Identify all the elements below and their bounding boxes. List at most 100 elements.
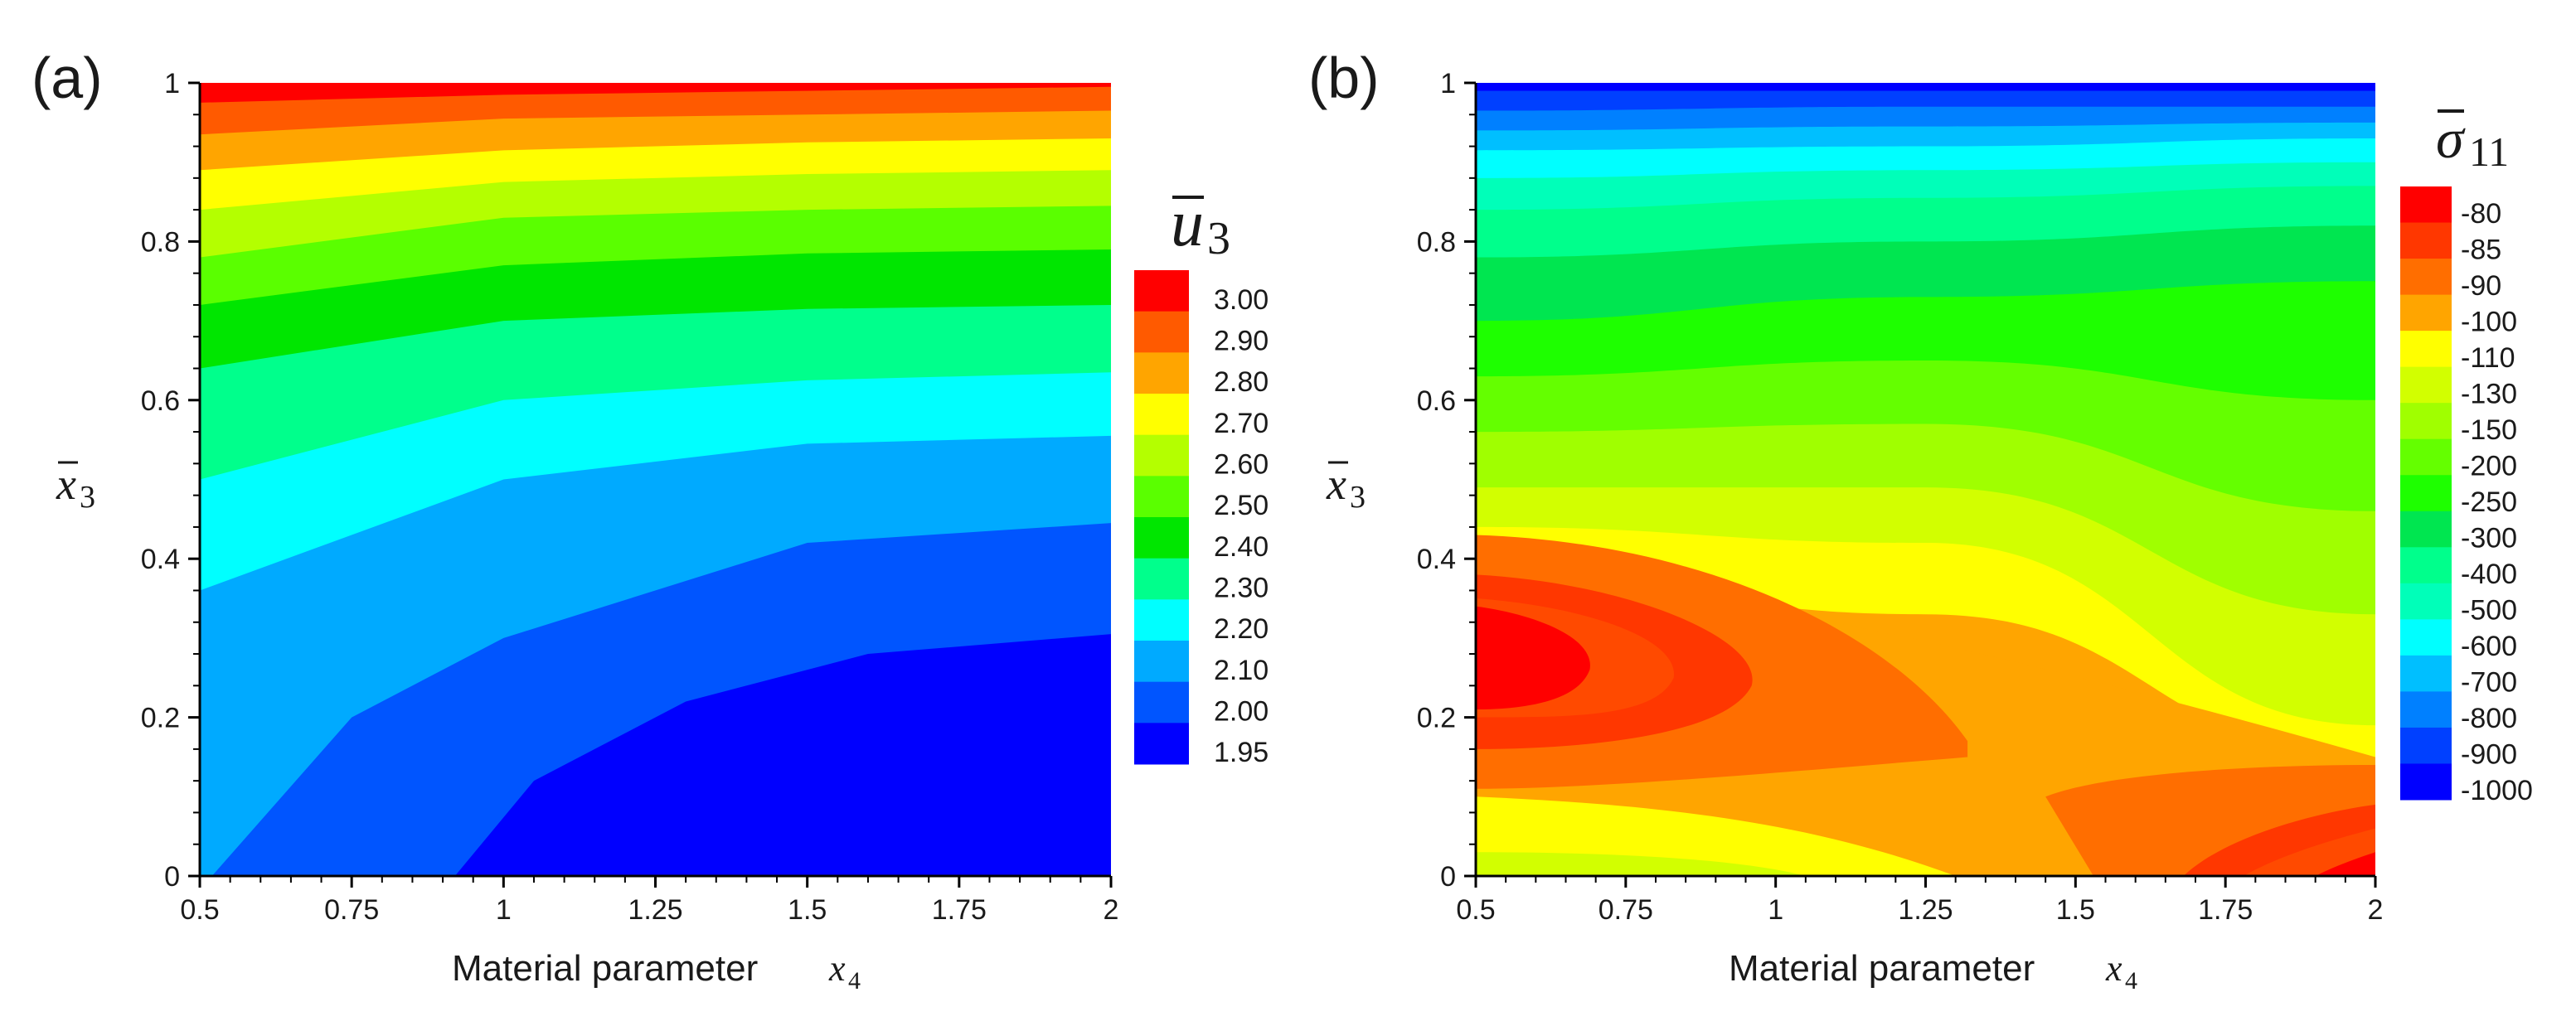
colorbar-label-b-7: -200	[2461, 450, 2517, 482]
axes-b: 0.5 0.75 1 1.25 1.5 1.75 2 0 0.2 0.4 0.6 0.8 1	[1417, 68, 2384, 926]
colorbar-swatch-b-8	[2400, 475, 2452, 512]
colorbar-swatch-a-9	[1134, 641, 1189, 683]
x-axis-title-var-a: x	[828, 948, 846, 989]
y-tick-label-b-4: 0.8	[1417, 226, 1456, 258]
colorbar-label-b-3: -100	[2461, 306, 2517, 337]
colorbar-label-b-5: -130	[2461, 378, 2517, 409]
colorbar-label-a-3: 2.70	[1214, 408, 1269, 439]
colorbar-label-a-1: 2.90	[1214, 326, 1269, 357]
x-tick-label-a-2: 1	[496, 894, 512, 926]
panel-a: (a) 0.5 0.75 1 1.25 1.5 1.75 2 0 0.2 0.4 0.6 0.8 1 x…	[32, 46, 1269, 995]
colorbar-label-b-11: -500	[2461, 595, 2517, 627]
y-tick-label-a-5: 1	[164, 68, 180, 99]
colorbar-label-b-0: -80	[2461, 198, 2501, 230]
y-tick-label-a-2: 0.4	[141, 544, 180, 575]
colorbar-title-b: σ 11	[2436, 107, 2509, 175]
y-axis-label-a: x 3	[56, 459, 95, 515]
y-axis-var-a: x	[56, 459, 76, 509]
colorbar-swatch-b-16	[2400, 763, 2452, 801]
contour-plot-a	[200, 83, 1111, 876]
y-tick-label-b-2: 0.4	[1417, 544, 1456, 575]
colorbar-swatch-a-10	[1134, 681, 1189, 724]
colorbar-swatch-b-13	[2400, 655, 2452, 692]
colorbar-swatch-b-5	[2400, 366, 2452, 404]
colorbar-title-sub-a: 3	[1207, 213, 1230, 264]
colorbar-swatch-a-0	[1134, 270, 1189, 312]
colorbar-label-b-13: -700	[2461, 667, 2517, 699]
colorbar-swatch-b-6	[2400, 403, 2452, 440]
y-tick-label-a-1: 0.2	[141, 703, 180, 734]
x-tick-label-a-0: 0.5	[180, 894, 219, 926]
colorbar-title-var-a: u	[1171, 187, 1204, 260]
colorbar-label-a-7: 2.30	[1214, 573, 1269, 604]
colorbar-label-a-8: 2.20	[1214, 613, 1269, 645]
panel-b: (b) 0.5 0.75 1 1.25 1.5 1.75 2 0 0.2 0.4 0.6 0.8 1 x…	[1308, 46, 2533, 995]
contour-plot-b	[1476, 83, 2375, 876]
x-axis-title-text-b: Material parameter	[1729, 948, 2035, 989]
colorbar-a: 3.00 2.90 2.80 2.70 2.60 2.50 2.40 2.30 2.20 2.10…	[1134, 270, 1269, 768]
x-axis-title-sub-b: 4	[2125, 967, 2137, 995]
colorbar-swatch-b-1	[2400, 222, 2452, 259]
colorbar-label-a-10: 2.00	[1214, 696, 1269, 728]
x-axis-title-var-b: x	[2105, 948, 2122, 989]
x-tick-label-b-3: 1.25	[1898, 894, 1953, 926]
axes-a: 0.5 0.75 1 1.25 1.5 1.75 2 0 0.2 0.4 0.6 0.8 1	[141, 68, 1119, 926]
colorbar-swatch-b-11	[2400, 583, 2452, 620]
contour-band-b-green-bottom	[1476, 852, 1806, 876]
colorbar-label-a-0: 3.00	[1214, 284, 1269, 316]
x-tick-label-a-5: 1.75	[932, 894, 987, 926]
colorbar-label-b-12: -600	[2461, 631, 2517, 662]
colorbar-swatch-a-1	[1134, 311, 1189, 353]
y-axis-sub-b: 3	[1350, 480, 1366, 515]
colorbar-label-a-6: 2.40	[1214, 531, 1269, 563]
colorbar-label-b-2: -90	[2461, 270, 2501, 302]
y-tick-label-b-0: 0	[1440, 861, 1456, 893]
colorbar-swatch-a-8	[1134, 599, 1189, 641]
colorbar-swatch-b-3	[2400, 294, 2452, 332]
colorbar-label-a-5: 2.50	[1214, 490, 1269, 521]
x-tick-label-b-4: 1.5	[2056, 894, 2095, 926]
colorbar-label-b-1: -85	[2461, 234, 2501, 265]
colorbar-label-b-15: -900	[2461, 739, 2517, 771]
x-axis-title-text-a: Material parameter	[452, 948, 758, 989]
colorbar-title-sub-b: 11	[2469, 128, 2509, 175]
y-tick-label-a-0: 0	[164, 861, 180, 893]
colorbar-swatch-b-0	[2400, 186, 2452, 224]
x-tick-label-a-6: 2	[1104, 894, 1119, 926]
colorbar-label-b-9: -300	[2461, 523, 2517, 554]
colorbar-swatch-a-7	[1134, 558, 1189, 600]
colorbar-swatch-b-10	[2400, 547, 2452, 584]
y-axis-label-b: x 3	[1326, 459, 1366, 515]
colorbar-label-b-6: -150	[2461, 414, 2517, 446]
y-tick-label-b-5: 1	[1440, 68, 1456, 99]
colorbar-title-a: u 3	[1171, 187, 1230, 264]
colorbar-label-a-4: 2.60	[1214, 449, 1269, 481]
contour-band-b-red-right	[2315, 852, 2375, 876]
x-tick-label-b-5: 1.75	[2198, 894, 2253, 926]
y-tick-label-a-3: 0.6	[141, 385, 180, 417]
colorbar-label-b-4: -110	[2461, 342, 2515, 374]
contour-band-b-red-left	[1476, 606, 1590, 710]
colorbar-swatch-a-3	[1134, 394, 1189, 436]
colorbar-swatch-b-15	[2400, 727, 2452, 764]
y-tick-label-b-3: 0.6	[1417, 385, 1456, 417]
colorbar-swatch-b-12	[2400, 619, 2452, 656]
colorbar-swatch-b-2	[2400, 259, 2452, 296]
colorbar-label-a-2: 2.80	[1214, 366, 1269, 398]
colorbar-swatch-b-7	[2400, 438, 2452, 476]
colorbar-swatch-a-11	[1134, 723, 1189, 765]
y-axis-var-b: x	[1326, 459, 1346, 509]
x-axis-title-sub-a: 4	[848, 967, 861, 995]
colorbar-label-a-9: 2.10	[1214, 655, 1269, 686]
x-tick-label-a-3: 1.25	[628, 894, 682, 926]
contour-band-a-11	[667, 717, 1111, 876]
panel-b-label: (b)	[1308, 46, 1380, 110]
colorbar-b: -80 -85 -90 -100 -110 -130 -150 -200 -250 -300 -40…	[2400, 186, 2533, 806]
colorbar-swatch-a-2	[1134, 352, 1189, 394]
y-tick-label-a-4: 0.8	[141, 226, 180, 258]
x-tick-label-b-2: 1	[1768, 894, 1783, 926]
y-tick-label-b-1: 0.2	[1417, 703, 1456, 734]
x-axis-title-a: Material parameter x 4	[452, 948, 861, 995]
colorbar-title-var-b: σ	[2436, 107, 2466, 170]
colorbar-swatch-a-5	[1134, 476, 1189, 518]
